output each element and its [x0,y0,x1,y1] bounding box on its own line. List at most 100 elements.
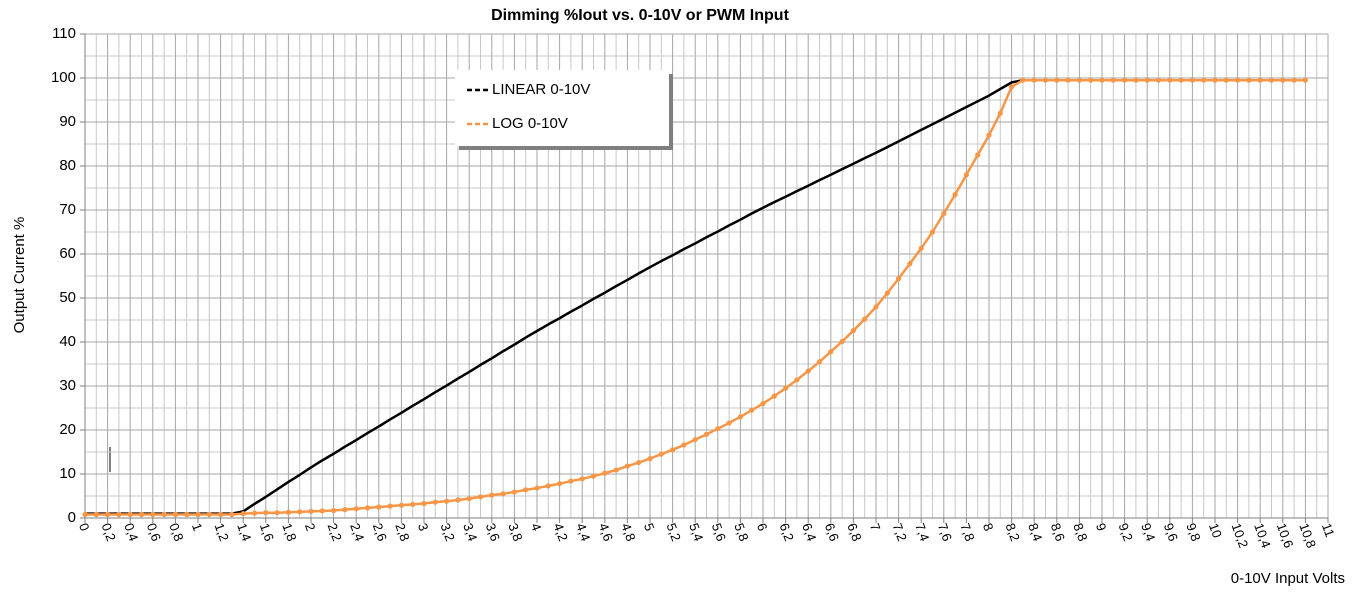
data-point [1235,77,1241,83]
data-point [1020,77,1026,83]
data-point [1212,77,1218,83]
x-tick-label: 2 [302,521,319,533]
data-point [579,476,585,482]
data-point [873,304,879,310]
y-tick-label: 100 [51,69,76,86]
data-point [1009,84,1015,90]
data-point [692,437,698,443]
y-tick-label: 30 [59,377,76,394]
x-tick-label: 1,6 [257,521,277,543]
x-tick-label: 3,4 [460,521,480,543]
data-point [941,210,947,217]
data-point [862,316,868,322]
data-point [568,478,574,484]
data-point [647,456,653,462]
data-point [1042,77,1049,83]
data-point [251,510,258,516]
y-tick-label: 90 [59,113,76,130]
x-tick-label: 1 [189,521,206,533]
data-point [1144,77,1150,83]
data-point [432,499,438,505]
x-tick-label: 9,2 [1116,521,1136,543]
data-point [670,447,676,453]
x-tick-label: 2,8 [392,521,412,543]
data-point [703,431,710,437]
data-point [398,502,404,508]
data-point [105,511,111,518]
y-tick-label: 0 [68,509,76,526]
data-point [455,497,461,503]
data-point [93,511,99,518]
data-point [195,511,201,518]
data-point [376,504,382,510]
data-point [466,496,472,502]
x-tick-label: 6,6 [822,521,842,543]
data-point [364,505,371,511]
data-point [285,509,291,515]
x-tick-label: 2,4 [347,521,367,543]
data-point [1133,77,1139,83]
data-point [1302,77,1308,83]
x-tick-label: 3 [415,521,432,533]
legend-label: LOG 0-10V [492,115,568,132]
x-axis-label: 0-10V Input Volts [1231,570,1345,587]
data-point [839,338,845,345]
data-point [342,507,348,513]
data-point [986,132,992,138]
data-point [1099,77,1105,83]
x-tick-label: 7,4 [912,521,932,543]
data-point [1088,77,1094,83]
legend [455,70,669,146]
x-tick-label: 0,6 [144,521,164,543]
x-tick-label: 8,4 [1025,521,1045,543]
x-tick-label: 4,6 [596,521,616,543]
x-tick-label: 3,6 [483,521,503,543]
data-point [557,481,563,487]
x-tick-label: 4 [528,521,545,533]
data-point [161,511,167,518]
data-point [444,498,450,504]
data-point [929,229,936,235]
data-point [771,393,777,399]
data-point [545,483,551,489]
x-tick-label: 5,2 [664,521,684,543]
x-tick-label: 9,8 [1183,521,1203,543]
x-tick-label: 2,6 [370,521,390,543]
data-point [1122,77,1128,83]
data-point [331,507,337,514]
data-point [907,261,913,267]
x-tick-label: 0 [76,521,93,533]
data-point [511,489,517,495]
data-point [387,503,393,509]
data-point [749,407,755,413]
data-point [523,487,529,493]
x-tick-label: 7 [867,521,884,533]
data-point [963,172,970,178]
x-tick-label: 8 [980,521,997,533]
x-tick-label: 7,6 [935,521,955,543]
data-point [534,485,540,491]
x-tick-label: 1,2 [212,521,232,543]
data-point [636,459,642,466]
data-point [82,511,88,518]
data-point [1065,77,1071,83]
x-tick-label: 6,2 [777,521,797,543]
y-tick-label: 50 [59,289,76,306]
data-point [184,511,190,518]
y-axis-label: Output Current % [11,217,28,334]
data-point [896,276,902,282]
data-point [783,385,789,391]
x-tick-label: 0,2 [99,521,119,543]
data-point [319,508,325,514]
data-point [1268,77,1275,83]
data-point [624,463,631,469]
data-point [489,492,495,498]
data-point [297,509,303,515]
data-point [737,414,744,420]
x-tick-label: 9,6 [1161,521,1181,543]
x-tick-label: 3,8 [505,521,525,543]
y-tick-label: 80 [59,157,76,174]
x-tick-label: 0,4 [121,521,141,543]
data-point [172,511,178,518]
data-point [602,470,608,476]
